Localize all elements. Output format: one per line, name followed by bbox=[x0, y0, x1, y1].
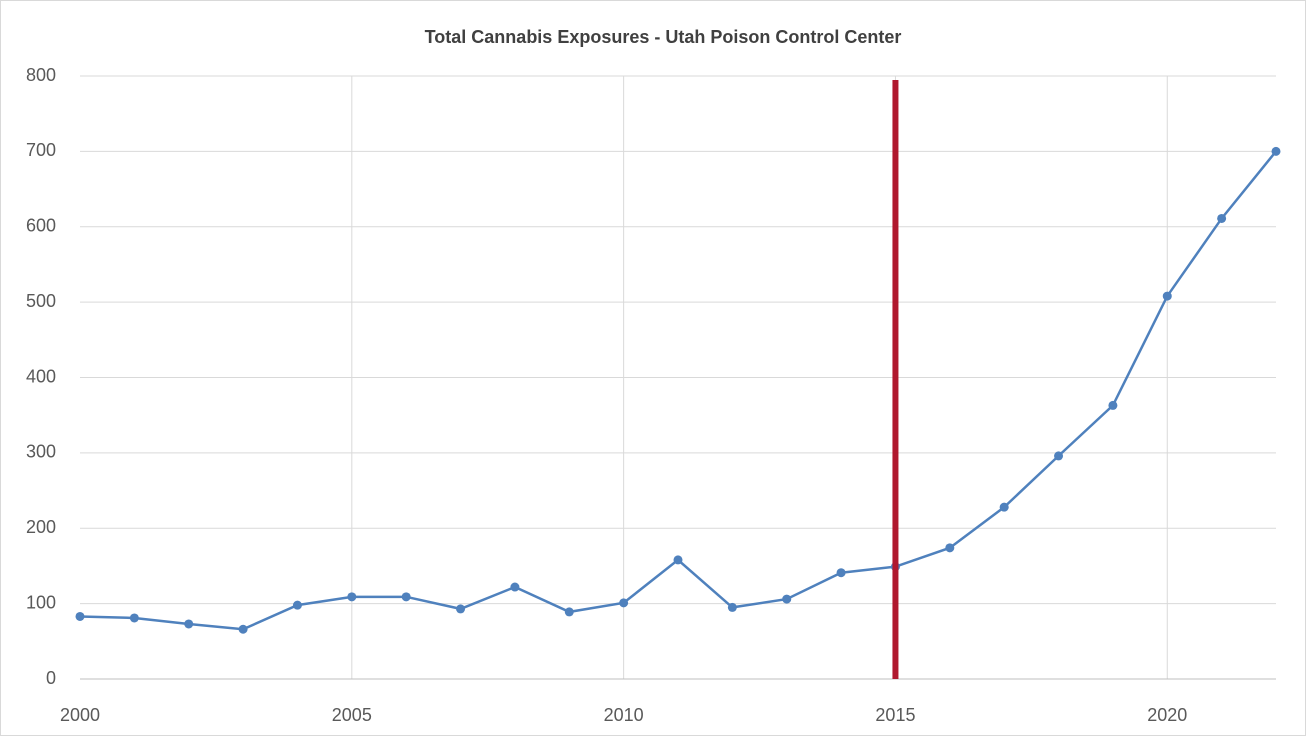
x-tick-label: 2000 bbox=[60, 705, 100, 725]
data-point bbox=[510, 582, 520, 592]
data-point bbox=[184, 619, 194, 629]
data-point bbox=[129, 613, 139, 623]
data-point bbox=[673, 555, 683, 565]
y-tick-label: 400 bbox=[26, 366, 56, 386]
data-point bbox=[1108, 400, 1118, 410]
y-tick-label: 300 bbox=[26, 442, 56, 462]
y-tick-label: 0 bbox=[46, 668, 56, 688]
data-point bbox=[727, 602, 737, 612]
data-point bbox=[782, 594, 792, 604]
data-point bbox=[456, 604, 466, 614]
data-point bbox=[999, 502, 1009, 512]
x-tick-label: 2005 bbox=[332, 705, 372, 725]
x-tick-label: 2010 bbox=[604, 705, 644, 725]
x-tick-label: 2020 bbox=[1147, 705, 1187, 725]
y-tick-label: 200 bbox=[26, 517, 56, 537]
data-point bbox=[401, 592, 411, 602]
y-tick-label: 800 bbox=[26, 65, 56, 85]
data-point bbox=[1054, 451, 1064, 461]
y-tick-label: 500 bbox=[26, 291, 56, 311]
data-point bbox=[1271, 146, 1281, 156]
data-point bbox=[836, 568, 846, 578]
y-tick-label: 700 bbox=[26, 140, 56, 160]
data-point bbox=[1217, 213, 1227, 223]
y-tick-label: 600 bbox=[26, 216, 56, 236]
chart-title: Total Cannabis Exposures - Utah Poison C… bbox=[425, 27, 902, 47]
data-point bbox=[619, 598, 629, 608]
data-point bbox=[1162, 291, 1172, 301]
data-point bbox=[564, 607, 574, 617]
x-tick-label: 2015 bbox=[875, 705, 915, 725]
data-point bbox=[292, 600, 302, 610]
y-tick-label: 100 bbox=[26, 592, 56, 612]
data-point bbox=[945, 543, 955, 553]
data-point bbox=[238, 624, 248, 634]
data-point bbox=[347, 592, 357, 602]
data-point bbox=[75, 611, 85, 621]
